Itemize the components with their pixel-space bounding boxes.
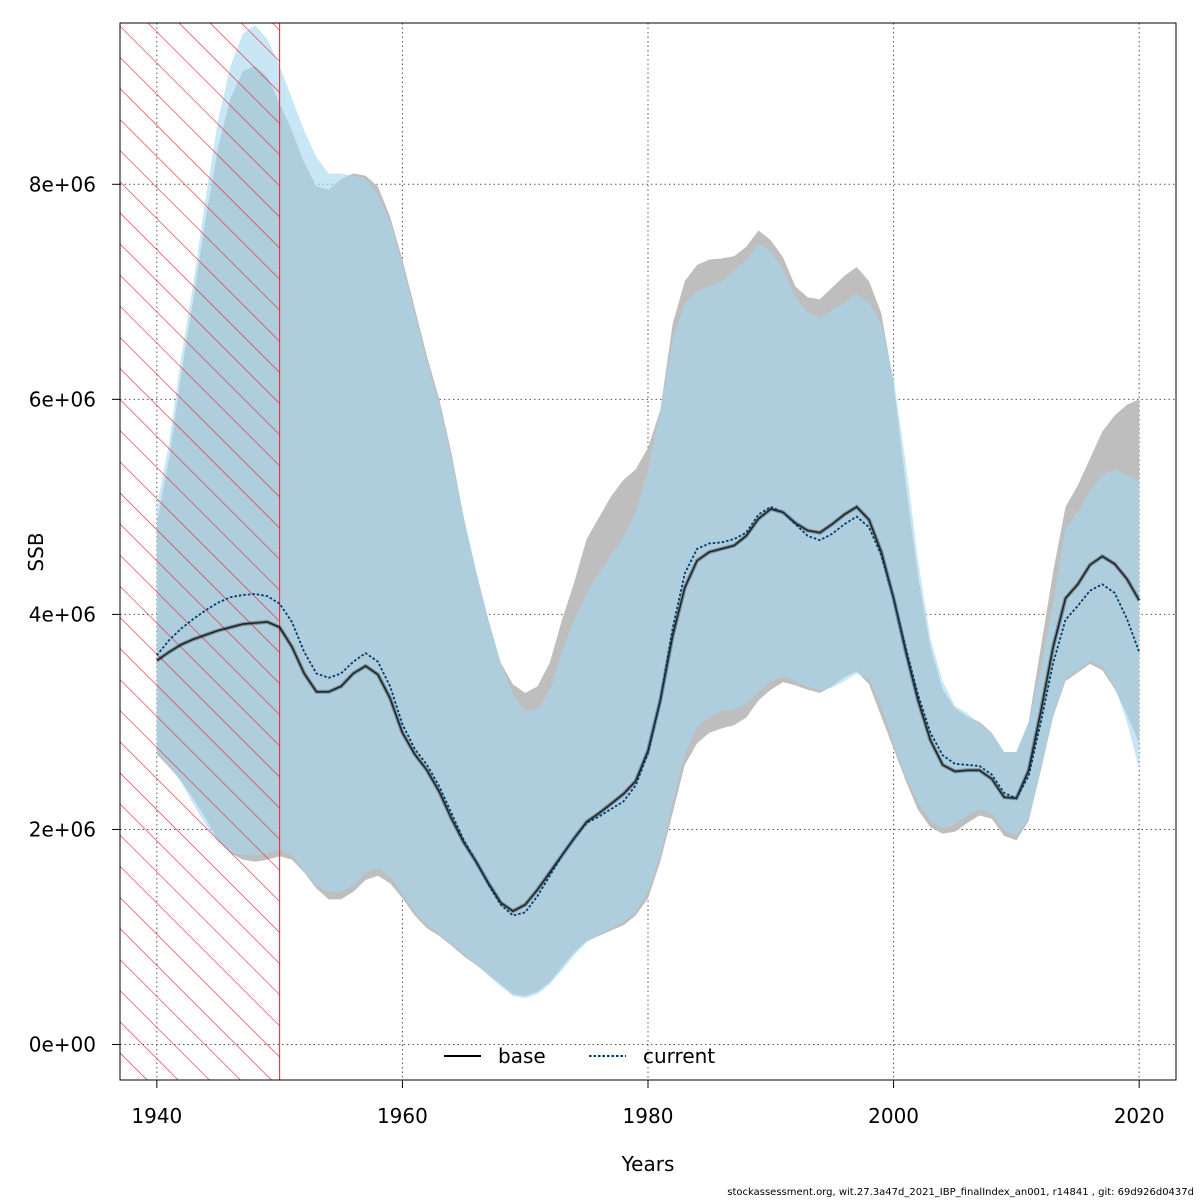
y-tick-label: 2e+06 [29,817,96,841]
hatched-region [119,22,281,1081]
x-tick-label: 2000 [868,1104,919,1128]
y-tick-label: 4e+06 [29,602,96,626]
x-tick-label: 1940 [131,1104,182,1128]
y-axis-title: SSB [24,532,48,571]
x-tick-label: 1980 [623,1104,674,1128]
hatched-region-box [119,22,281,1081]
legend-label-current: current [643,1044,715,1068]
legend: base current [444,1044,715,1068]
series-lines [155,504,1141,917]
x-tick-label: 2020 [1114,1104,1165,1128]
footer-credit: stockassessment.org, wit.27.3a47d_2021_I… [727,1187,1194,1198]
current-confidence-band [156,25,1140,999]
legend-label-base: base [498,1044,546,1068]
x-tick-label: 1960 [377,1104,428,1128]
y-tick-label: 8e+06 [29,172,96,196]
x-axis-title: Years [621,1152,675,1176]
confidence-bands [156,25,1140,999]
y-tick-label: 6e+06 [29,387,96,411]
series-line-base [156,505,1140,913]
y-tick-label: 0e+00 [29,1033,96,1057]
y-axis: 0e+00 2e+06 4e+06 6e+06 8e+06 [29,172,121,1057]
series-line-current [156,505,1141,917]
x-axis: 1940 1960 1980 2000 2020 [131,1079,1165,1128]
